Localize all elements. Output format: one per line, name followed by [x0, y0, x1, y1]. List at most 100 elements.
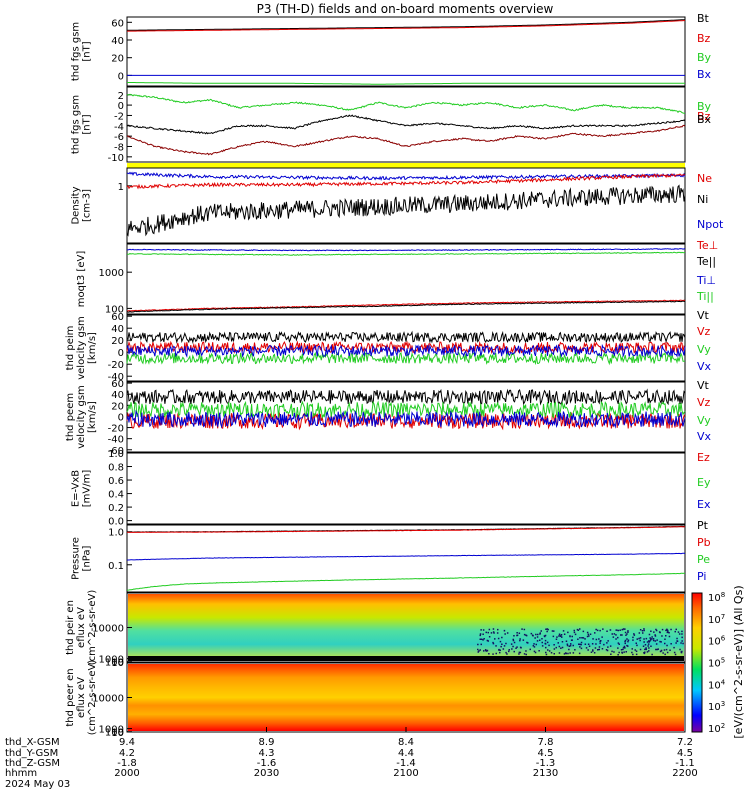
colorbar-tick-label: 105	[708, 657, 725, 670]
legend-Pi: Pi	[697, 570, 706, 583]
colorbar-label: [eV/(cm^2-s-sr-eV)] (All Qs)	[732, 585, 745, 738]
legend-Vz: Vz	[697, 396, 711, 409]
ytick-label: -40	[108, 372, 124, 383]
colorbar-tick-label: 103	[708, 700, 725, 713]
ylabel-line: E=-VxB	[71, 470, 82, 507]
ephem-value: 8.4	[398, 737, 414, 748]
ylabel-line: [km/s]	[87, 332, 98, 364]
colorbar	[691, 592, 703, 733]
ylabel-group: thd peir en eflux eV (cm^2-s-sr-eV)	[65, 590, 98, 666]
ylabel-group: thd peem velocity gsm [km/s]	[65, 385, 98, 449]
ytick-label: 1000	[99, 655, 124, 666]
colorbar-tick-label: 108	[708, 591, 725, 604]
ytick-label: 1	[118, 182, 124, 193]
ylabel-line: moqt3 [eV]	[76, 251, 87, 308]
ylabel-group: Density [cm-3]	[71, 186, 93, 224]
legend-Npot: Npot	[697, 218, 724, 231]
legend-Bx: Bx	[697, 68, 712, 81]
ytick-label: 60	[111, 312, 124, 323]
ephem-value: 2100	[393, 768, 418, 779]
ytick-label: 1.0	[108, 449, 124, 460]
ytick-label: -4	[114, 122, 124, 133]
spectrogram-2	[128, 664, 684, 731]
plot-title: P3 (TH-D) fields and on-board moments ov…	[257, 2, 554, 16]
ylabel-line: eflux eV	[76, 677, 87, 718]
ytick-label: 0.0	[108, 517, 124, 528]
ephem-value: 2130	[533, 768, 558, 779]
series-Te-line	[126, 300, 686, 313]
ytick-label: 100	[105, 658, 124, 669]
legend-Pe: Pe	[697, 553, 710, 566]
ytick-label: 0	[118, 101, 124, 112]
colorbar-tick-label: 107	[708, 613, 725, 626]
series-Vx-line	[126, 409, 686, 429]
ylabel-line: thd peem	[65, 393, 76, 441]
series-By-line	[126, 93, 686, 114]
ylabel-line: [nT]	[82, 41, 93, 61]
ephem-value: -1.4	[396, 758, 416, 769]
legend-Ey: Ey	[697, 476, 711, 489]
ylabel-line: [nPa]	[82, 545, 93, 571]
ytick-label: 100	[105, 304, 124, 315]
legend-Ti: Ti||	[696, 290, 714, 303]
ylabel-line: Density	[71, 186, 82, 224]
series-Vx-line	[126, 343, 686, 358]
ylabel-line: eflux eV	[76, 607, 87, 648]
ylabel-line: thd fgs gsm	[71, 95, 82, 154]
colorbar-tick-label: 106	[708, 635, 726, 648]
ylabel-group: thd peim velocity gsm [km/s]	[65, 316, 98, 380]
ytick-label: 0.4	[108, 490, 124, 501]
ylabel-line: [mV/m]	[82, 470, 93, 508]
panel-frame-6	[126, 381, 686, 453]
series-Npot-line	[126, 171, 686, 181]
ylabel-group: thd peer en eflux eV (cm^2-s-sr-eV)	[65, 660, 98, 736]
legend-Vy: Vy	[697, 414, 711, 427]
ytick-label: 40	[111, 36, 124, 47]
series-Ti-line	[127, 248, 686, 252]
legend-Te: Te⊥	[696, 239, 718, 252]
legend-Pt: Pt	[697, 519, 709, 532]
colorbar-tick-label: 102	[708, 722, 725, 735]
series-Bx-line	[126, 114, 686, 135]
ephem-value: 2200	[672, 768, 697, 779]
ytick-label: 1000	[99, 268, 124, 279]
ylabel-group: moqt3 [eV]	[76, 251, 87, 308]
ephem-value: 4.4	[398, 748, 414, 759]
legend-Bt: Bt	[697, 12, 710, 25]
panel-frame-2	[126, 86, 686, 163]
ytick-label: -20	[108, 424, 124, 435]
ylabel-group: thd fgs gsm [nT]	[71, 95, 93, 154]
ephem-value: 4.2	[119, 748, 135, 759]
ephem-value: 7.2	[677, 737, 693, 748]
ephem-value: 7.8	[538, 737, 554, 748]
ytick-label: 0.8	[108, 463, 124, 474]
ephem-value: -1.6	[257, 758, 277, 769]
ylabel-group: Pressure [nPa]	[71, 537, 93, 580]
plot-date: 2024 May 03	[5, 779, 70, 790]
ytick-label: -40	[108, 435, 124, 446]
series-Pb-line	[126, 526, 686, 533]
ephem-row-label: hhmm	[5, 768, 37, 779]
legend-Ne: Ne	[697, 172, 712, 185]
ephem-value: 9.4	[119, 737, 135, 748]
ytick-label: 10	[111, 658, 124, 669]
legend-By: By	[697, 100, 712, 113]
series-Vt-line	[126, 330, 686, 344]
ytick-label: 20	[111, 401, 124, 412]
spectrogram-1	[128, 594, 684, 661]
status-bar	[127, 163, 685, 168]
ephem-row-label: thd_Z-GSM	[5, 758, 60, 769]
ytick-label: 0	[118, 71, 124, 82]
series-Vy-line	[126, 351, 686, 366]
legend-Bz: Bz	[697, 32, 711, 45]
ephem-value: 4.5	[538, 748, 554, 759]
legend-Ti: Ti⊥	[696, 274, 716, 287]
ytick-label: 10000	[92, 694, 124, 705]
ylabel-line: (cm^2-s-sr-eV)	[87, 590, 98, 666]
ytick-label: 0.2	[108, 503, 124, 514]
spectrogram-speckle	[477, 628, 684, 656]
ylabel-line: velocity gsm	[76, 385, 87, 449]
legend-Vz: Vz	[697, 325, 711, 338]
